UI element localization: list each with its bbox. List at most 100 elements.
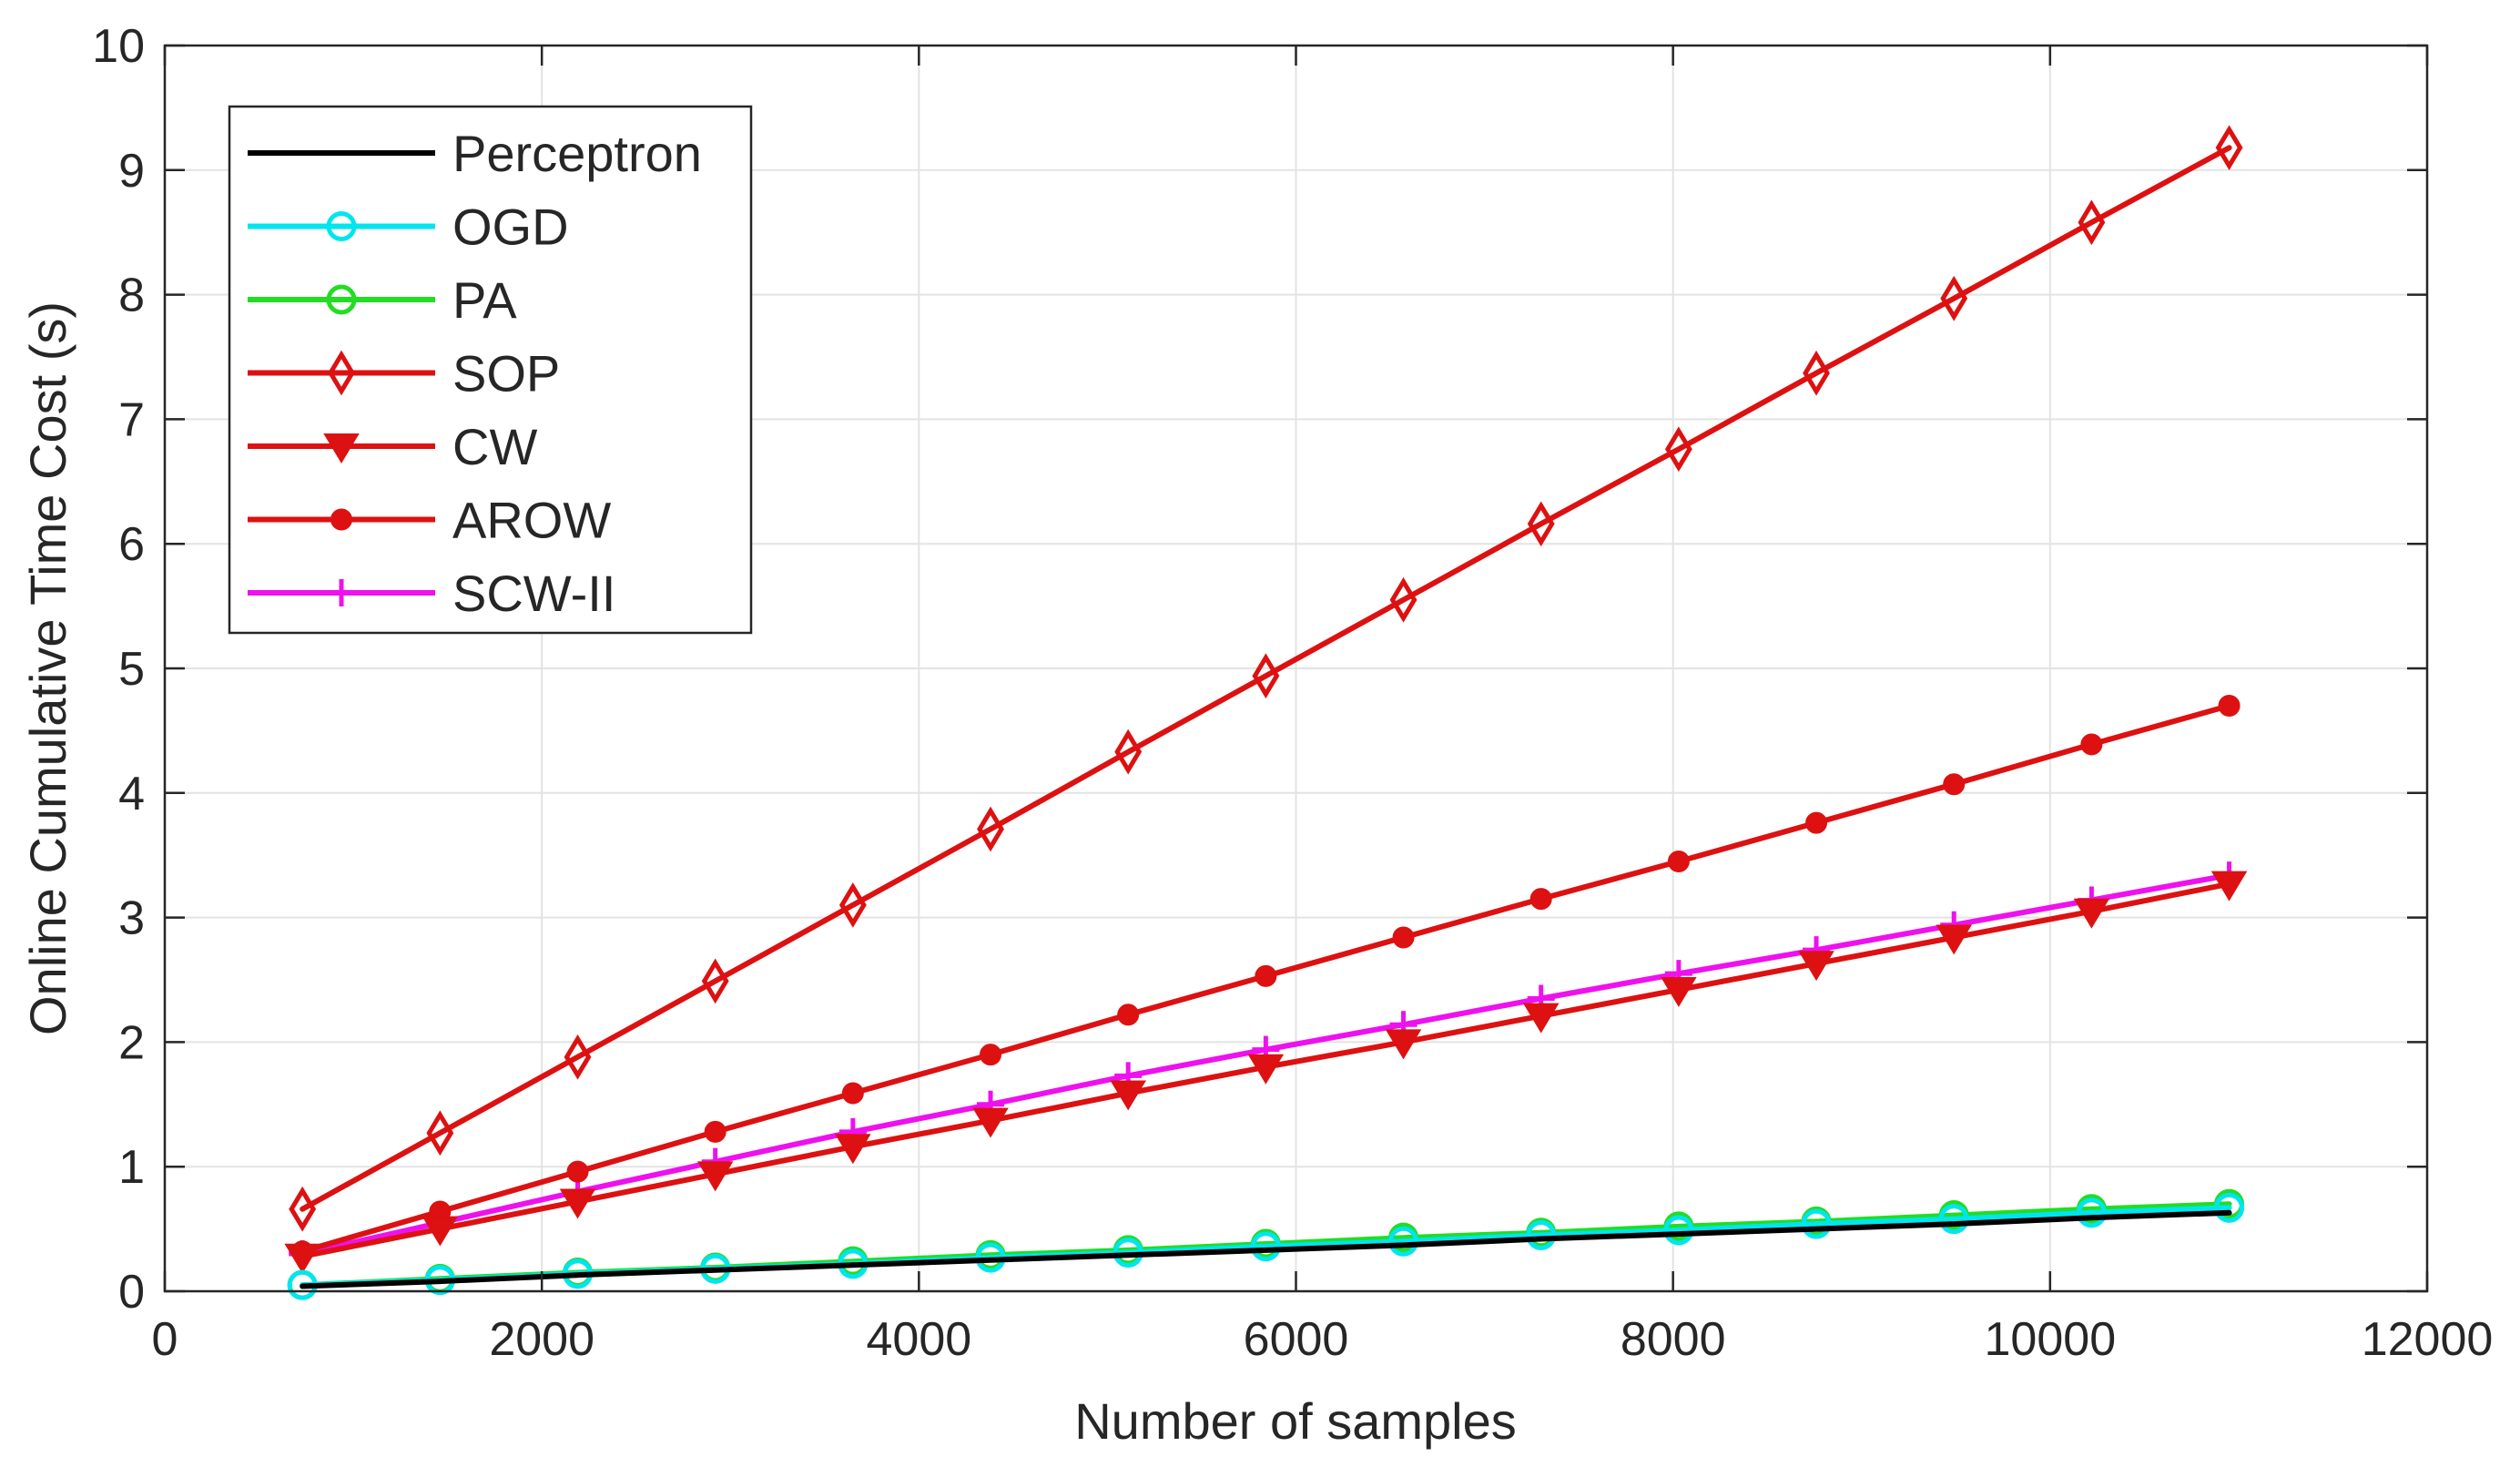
data-point-cw (559, 1188, 596, 1219)
legend-item-perceptron: Perceptron (248, 125, 702, 182)
data-point-ogd (1801, 1208, 1832, 1239)
series-layer (284, 125, 2248, 1300)
data-point-arow (980, 1044, 1002, 1066)
x-tick-label: 12000 (2362, 1313, 2494, 1366)
data-point-cw (835, 1134, 871, 1165)
data-point-sop (1114, 728, 1143, 775)
data-point-cw (1247, 1054, 1285, 1085)
legend-swatch-marker (330, 508, 352, 531)
x-axis-label: Number of samples (1074, 1392, 1517, 1450)
x-tick-label: 2000 (489, 1313, 594, 1366)
data-point-cw (422, 1216, 459, 1247)
data-point-arow (1943, 773, 1966, 796)
data-point-arow (2218, 695, 2241, 718)
y-tick-label: 4 (118, 768, 145, 820)
legend-swatch-marker (328, 579, 355, 606)
data-point-ogd (2076, 1197, 2107, 1228)
legend-label: AROW (452, 492, 611, 549)
y-tick-label: 1 (118, 1141, 145, 1194)
data-point-sop (838, 882, 867, 928)
tick-marks (163, 44, 2429, 1293)
legend-label: SCW-II (452, 565, 615, 622)
x-tick-label: 8000 (1621, 1313, 1726, 1366)
data-point-arow (1255, 964, 1277, 987)
x-tick-label: 0 (152, 1313, 178, 1366)
data-point-arow (566, 1160, 589, 1183)
tick-labels: 0 2000 4000 6000 8000 10000 12000 0 1 2 3 4 5 6 7 8 9 10 (92, 20, 2493, 1366)
data-point-sop (1252, 653, 1280, 699)
series-line-sop (300, 145, 2232, 1212)
data-point-sop (977, 806, 1004, 852)
data-point-sop (289, 1186, 317, 1232)
data-point-arow (1529, 888, 1552, 911)
data-point-ogd (2214, 1192, 2245, 1223)
series-sop (289, 125, 2243, 1232)
data-point-sop (2078, 199, 2106, 246)
data-point-sop (1389, 576, 1418, 623)
legend-label: SOP (452, 345, 560, 402)
data-point-sop (2215, 125, 2243, 171)
y-tick-label: 10 (92, 20, 145, 73)
series-line-perceptron (300, 1209, 2232, 1289)
data-point-ogd (1938, 1204, 1969, 1235)
data-point-arow (1667, 851, 1690, 873)
legend-swatch-marker (323, 433, 360, 464)
x-tick-label: 6000 (1244, 1313, 1349, 1366)
legend-box (228, 105, 753, 635)
data-point-cw (1385, 1029, 1422, 1060)
series-cw (284, 871, 2248, 1274)
legend-item-sop: SOP (248, 345, 560, 402)
data-point-cw (1110, 1080, 1146, 1111)
y-tick-label: 8 (118, 270, 145, 322)
x-tick-label: 4000 (866, 1313, 971, 1366)
legend-swatch-marker (326, 284, 357, 315)
data-point-cw (284, 1243, 320, 1274)
y-tick-label: 0 (118, 1266, 145, 1319)
legend-label: PA (452, 271, 517, 329)
y-tick-label: 5 (118, 643, 145, 696)
data-point-cw (972, 1107, 1009, 1138)
data-point-ogd (1250, 1231, 1281, 1262)
x-tick-label: 10000 (1985, 1313, 2117, 1366)
data-point-arow (841, 1082, 864, 1105)
data-point-cw (1798, 951, 1834, 982)
legend-label: Perceptron (452, 125, 702, 182)
data-point-cw (1661, 976, 1697, 1007)
data-point-sop (1803, 350, 1830, 396)
y-tick-label: 9 (118, 145, 145, 198)
data-point-arow (1392, 926, 1415, 949)
data-point-sop (564, 1034, 592, 1080)
y-tick-label: 2 (118, 1016, 145, 1069)
legend-item-arow: AROW (248, 492, 611, 549)
data-point-ogd (1388, 1226, 1419, 1257)
data-point-sop (426, 1110, 454, 1156)
data-point-arow (1805, 811, 1828, 834)
data-point-ogd (1526, 1219, 1557, 1250)
legend-item-pa: PA (248, 271, 517, 329)
data-point-sop (1940, 275, 1968, 321)
data-point-cw (696, 1161, 734, 1192)
data-point-ogd (1663, 1215, 1694, 1246)
series-arow (291, 695, 2241, 1263)
legend-item-ogd: OGD (248, 199, 569, 256)
data-point-arow (704, 1120, 727, 1143)
data-point-arow (1117, 1003, 1140, 1026)
data-point-sop (1527, 501, 1555, 547)
legend-swatch-marker (328, 350, 355, 396)
data-point-cw (2073, 898, 2110, 929)
legend-swatch-marker (326, 211, 357, 241)
legend-item-cw: CW (248, 418, 537, 475)
data-point-sop (1664, 426, 1692, 473)
legend-label: OGD (452, 199, 569, 256)
data-point-arow (2080, 733, 2103, 756)
series-perceptron (300, 1209, 2232, 1289)
data-point-cw (2210, 871, 2248, 902)
legend-item-scw-ii: SCW-II (248, 565, 615, 622)
legend: Perceptron OGD PA SOP CW AROW SCW-II (228, 105, 753, 635)
data-point-cw (1522, 1003, 1560, 1034)
y-tick-label: 7 (118, 393, 145, 446)
y-tick-label: 3 (118, 892, 145, 945)
data-point-cw (1936, 924, 1972, 955)
legend-label: CW (452, 418, 537, 475)
